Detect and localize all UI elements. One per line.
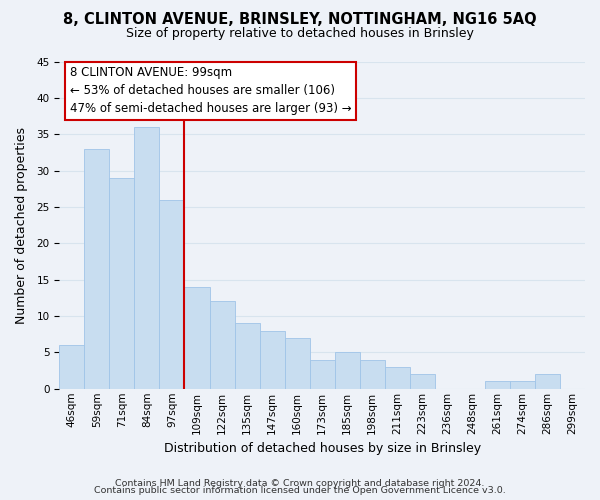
- Bar: [160, 200, 184, 389]
- Bar: [485, 382, 510, 389]
- Bar: [85, 149, 109, 389]
- Bar: [109, 178, 134, 389]
- Text: 8, CLINTON AVENUE, BRINSLEY, NOTTINGHAM, NG16 5AQ: 8, CLINTON AVENUE, BRINSLEY, NOTTINGHAM,…: [63, 12, 537, 28]
- Text: Contains public sector information licensed under the Open Government Licence v3: Contains public sector information licen…: [94, 486, 506, 495]
- Bar: [260, 330, 284, 389]
- Bar: [410, 374, 435, 389]
- Text: Contains HM Land Registry data © Crown copyright and database right 2024.: Contains HM Land Registry data © Crown c…: [115, 478, 485, 488]
- X-axis label: Distribution of detached houses by size in Brinsley: Distribution of detached houses by size …: [164, 442, 481, 455]
- Bar: [510, 382, 535, 389]
- Text: Size of property relative to detached houses in Brinsley: Size of property relative to detached ho…: [126, 28, 474, 40]
- Bar: [59, 345, 85, 389]
- Y-axis label: Number of detached properties: Number of detached properties: [15, 126, 28, 324]
- Bar: [385, 367, 410, 389]
- Bar: [335, 352, 360, 389]
- Bar: [209, 302, 235, 389]
- Bar: [535, 374, 560, 389]
- Bar: [235, 324, 260, 389]
- Bar: [284, 338, 310, 389]
- Bar: [360, 360, 385, 389]
- Bar: [134, 127, 160, 389]
- Text: 8 CLINTON AVENUE: 99sqm
← 53% of detached houses are smaller (106)
47% of semi-d: 8 CLINTON AVENUE: 99sqm ← 53% of detache…: [70, 66, 352, 116]
- Bar: [184, 287, 209, 389]
- Bar: [310, 360, 335, 389]
